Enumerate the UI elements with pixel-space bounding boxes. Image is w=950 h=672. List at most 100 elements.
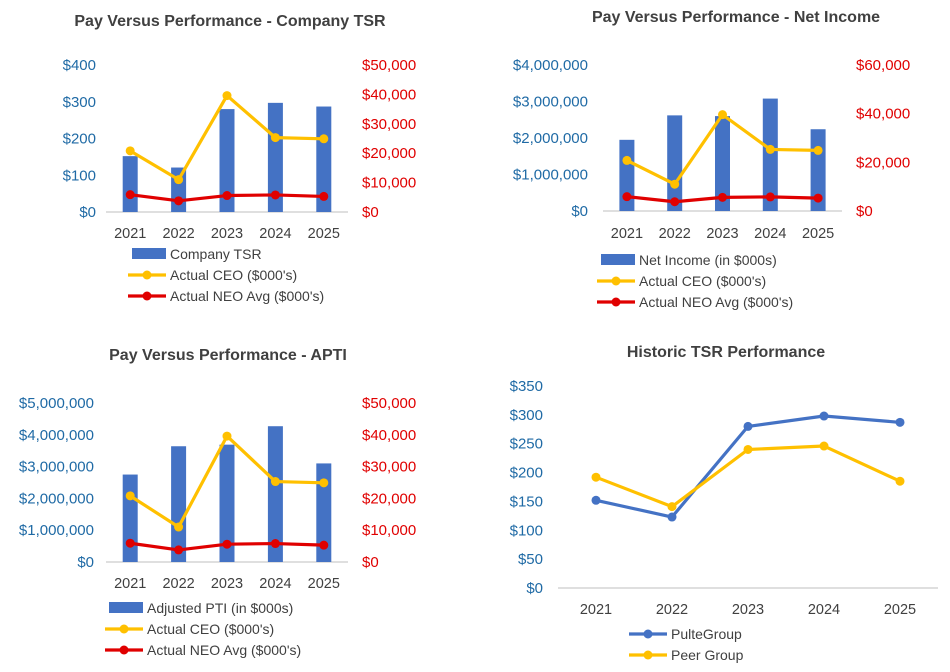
left-axis-tick-label: $4,000,000: [513, 57, 588, 74]
legend-swatch-marker: [643, 650, 653, 660]
legend-label: Net Income (in $000s): [639, 252, 777, 268]
chart-title: Pay Versus Performance - APTI: [109, 347, 347, 364]
point-peer-group-2021: [591, 472, 601, 482]
chart-title: Pay Versus Performance - Net Income: [592, 9, 880, 26]
x-axis-tick-label: 2022: [162, 226, 194, 242]
point-actual-neo-avg-000-s-2021: [125, 538, 135, 548]
line-pultegroup: [595, 414, 901, 519]
point-peer-group-2022: [667, 502, 677, 512]
left-axis-tick-label: $3,000,000: [19, 459, 94, 476]
point-actual-neo-avg-000-s-2025: [319, 191, 329, 201]
left-axis-tick-label: $400: [63, 57, 96, 74]
legend-swatch-marker: [611, 297, 621, 307]
legend-label: Company TSR: [170, 246, 262, 262]
point-actual-neo-avg-000-s-2023: [222, 539, 232, 549]
legend-swatch-marker: [643, 629, 653, 639]
legend-label: Adjusted PTI (in $000s): [147, 600, 293, 616]
point-pultegroup-2025: [895, 417, 905, 427]
x-axis-tick-label: 2022: [656, 602, 688, 618]
chart-4: Historic TSR Performance $0 $50 $100 $150 $20…: [510, 344, 938, 663]
x-axis-tick-label: 2021: [611, 226, 643, 242]
point-actual-ceo-000-s-2023: [718, 110, 727, 120]
x-axis-tick-label: 2024: [259, 226, 291, 242]
x-axis-tick-label: 2022: [659, 226, 691, 242]
legend-swatch-marker: [611, 276, 621, 286]
right-axis-tick-label: $20,000: [362, 490, 416, 507]
right-axis-tick-label: $10,000: [362, 175, 416, 192]
legend-swatch-marker: [142, 291, 152, 301]
point-actual-ceo-000-s-2021: [125, 491, 135, 501]
point-actual-ceo-000-s-2022: [174, 175, 184, 185]
point-actual-ceo-000-s-2024: [270, 133, 280, 143]
point-peer-group-2024: [819, 441, 829, 451]
bar-company-tsr-2025: [316, 106, 332, 212]
point-peer-group-2025: [895, 476, 905, 486]
x-axis-tick-label: 2024: [259, 576, 291, 592]
point-actual-ceo-000-s-2021: [125, 146, 135, 156]
left-axis-tick-label: $200: [63, 131, 96, 148]
point-actual-ceo-000-s-2022: [670, 179, 680, 189]
point-actual-ceo-000-s-2025: [319, 134, 329, 144]
point-actual-ceo-000-s-2021: [622, 155, 632, 165]
point-actual-neo-avg-000-s-2024: [765, 192, 775, 202]
point-pultegroup-2024: [819, 411, 829, 421]
left-axis-tick-label: $2,000,000: [513, 130, 588, 147]
y-axis-tick-label: $250: [510, 436, 543, 453]
point-actual-ceo-000-s-2025: [813, 145, 823, 155]
right-axis-tick-label: $10,000: [362, 522, 416, 539]
legend-label: Peer Group: [671, 647, 744, 663]
right-axis-tick-label: $0: [362, 554, 379, 571]
legend-swatch-marker: [142, 270, 152, 280]
x-axis-tick-label: 2021: [114, 576, 146, 592]
bar-company-tsr-2024: [267, 102, 283, 212]
right-axis-tick-label: $50,000: [362, 57, 416, 74]
bar-company-tsr-2021: [122, 156, 138, 212]
point-actual-neo-avg-000-s-2021: [622, 192, 632, 202]
y-axis-tick-label: $100: [510, 522, 543, 539]
point-actual-ceo-000-s-2023: [222, 431, 232, 441]
x-axis-tick-label: 2025: [308, 226, 340, 242]
point-actual-ceo-000-s-2022: [174, 522, 184, 532]
y-axis-tick-label: $300: [510, 407, 543, 424]
point-actual-ceo-000-s-2025: [319, 478, 329, 488]
bar-company-tsr-2023: [219, 109, 235, 212]
point-actual-neo-avg-000-s-2022: [174, 545, 184, 555]
point-actual-neo-avg-000-s-2021: [125, 190, 135, 200]
point-actual-neo-avg-000-s-2024: [270, 539, 280, 549]
chart-title: Pay Versus Performance - Company TSR: [74, 13, 386, 30]
x-axis-tick-label: 2025: [308, 576, 340, 592]
x-axis-tick-label: 2025: [802, 226, 834, 242]
right-axis-tick-label: $60,000: [856, 57, 910, 74]
legend-swatch: [601, 254, 635, 265]
bar-adjusted-pti-in-000s-2023: [219, 444, 235, 562]
y-axis-tick-label: $150: [510, 493, 543, 510]
bar-net-income-in-000s-2021: [619, 139, 635, 211]
right-axis-tick-label: $20,000: [362, 145, 416, 162]
legend-swatch-marker: [119, 624, 129, 634]
x-axis-tick-label: 2021: [580, 602, 612, 618]
bar-adjusted-pti-in-000s-2021: [122, 474, 138, 562]
point-pultegroup-2021: [591, 495, 601, 505]
point-actual-neo-avg-000-s-2023: [222, 191, 232, 201]
x-axis-tick-label: 2021: [114, 226, 146, 242]
chart-1: Pay Versus Performance - Company TSR $0 $1…: [63, 13, 417, 304]
point-actual-neo-avg-000-s-2023: [718, 192, 727, 202]
bar-adjusted-pti-in-000s-2022: [171, 446, 187, 562]
right-axis-tick-label: $40,000: [362, 427, 416, 444]
x-axis-tick-label: 2023: [211, 226, 243, 242]
left-axis-tick-label: $5,000,000: [19, 395, 94, 412]
y-axis-tick-label: $350: [510, 378, 543, 395]
y-axis-tick-label: $200: [510, 465, 543, 482]
bar-net-income-in-000s-2023: [715, 116, 730, 211]
left-axis-tick-label: $0: [77, 554, 94, 571]
right-axis-tick-label: $0: [362, 204, 379, 221]
legend-label: Actual CEO ($000's): [170, 267, 297, 283]
y-axis-tick-label: $50: [518, 551, 543, 568]
legend-swatch-marker: [119, 645, 129, 655]
right-axis-tick-label: $40,000: [856, 106, 910, 123]
left-axis-tick-label: $1,000,000: [513, 167, 588, 184]
legend-label: Actual NEO Avg ($000's): [147, 642, 301, 658]
bar-company-tsr-2022: [171, 167, 187, 212]
left-axis-tick-label: $1,000,000: [19, 522, 94, 539]
